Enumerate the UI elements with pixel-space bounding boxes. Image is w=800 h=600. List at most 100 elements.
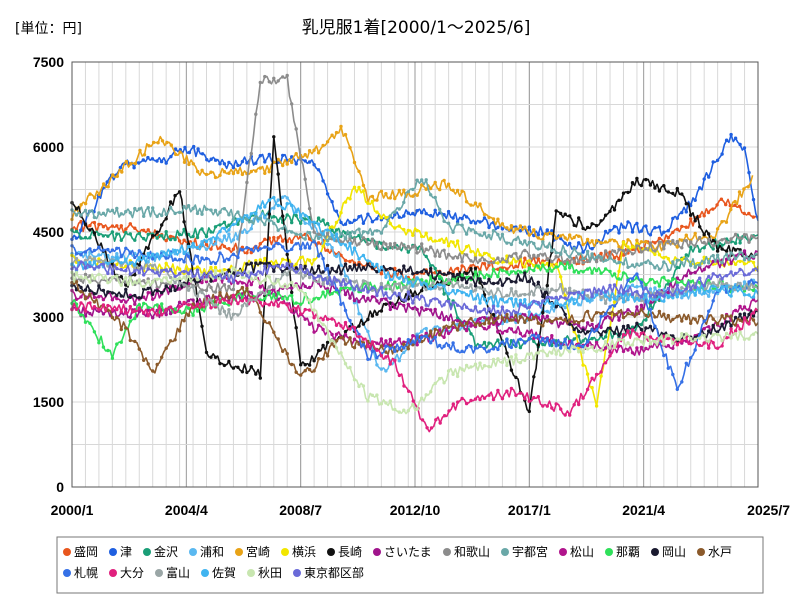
series-point: [106, 290, 110, 294]
series-point: [88, 292, 92, 296]
series-point: [559, 407, 563, 411]
series-point: [195, 246, 200, 250]
series-point: [321, 256, 325, 261]
series-point: [724, 320, 729, 324]
series-point: [603, 361, 608, 365]
series-point: [680, 291, 684, 295]
series-point: [357, 215, 361, 219]
series-point: [442, 344, 446, 348]
series-point: [433, 297, 437, 301]
series-point: [325, 340, 330, 345]
series-point: [249, 169, 253, 174]
series-point: [249, 365, 253, 369]
series-point: [689, 342, 693, 346]
series-point: [312, 220, 316, 224]
series-point: [397, 215, 401, 219]
series-point: [406, 228, 410, 233]
series-point: [258, 261, 262, 265]
series-point: [110, 275, 115, 280]
series-point: [343, 342, 348, 346]
series-point: [715, 332, 720, 337]
series-point: [88, 247, 92, 251]
series-point: [321, 270, 325, 274]
series-point: [518, 255, 523, 259]
series-point: [164, 276, 168, 280]
series-point: [581, 363, 585, 367]
series-point: [653, 339, 657, 344]
series-point: [478, 258, 482, 262]
series-point: [110, 230, 115, 234]
series-point: [644, 300, 648, 304]
series-point: [137, 278, 141, 282]
series-point: [509, 368, 514, 372]
series-point: [689, 271, 693, 275]
series-point: [438, 343, 442, 348]
y-tick-label: 6000: [33, 139, 64, 155]
series-point: [303, 246, 307, 250]
series-point: [330, 233, 334, 237]
series-point: [675, 276, 679, 280]
series-point: [164, 252, 168, 256]
series-point: [711, 281, 715, 285]
series-point: [240, 275, 245, 280]
series-point: [164, 256, 168, 260]
series-point: [541, 263, 545, 267]
series-point: [514, 375, 518, 380]
series-point: [612, 304, 617, 308]
series-point: [343, 243, 348, 247]
series-point: [397, 282, 401, 286]
series-point: [312, 359, 316, 363]
series-point: [415, 193, 419, 197]
series-point: [729, 284, 733, 289]
series-point: [505, 351, 509, 355]
series-point: [334, 270, 339, 274]
series-point: [79, 301, 83, 305]
series-point: [581, 288, 585, 292]
series-point: [200, 276, 204, 280]
series-point: [693, 270, 697, 275]
series-point: [258, 285, 262, 289]
series-point: [321, 327, 325, 332]
series-point: [254, 275, 258, 280]
series-point: [693, 219, 697, 223]
series-point: [630, 351, 635, 355]
series-point: [738, 248, 742, 252]
series-point: [79, 203, 83, 207]
series-point: [473, 256, 478, 260]
series-point: [518, 240, 523, 245]
series-point: [128, 222, 132, 226]
series-point: [370, 237, 375, 242]
series-point: [343, 237, 348, 241]
series-point: [751, 311, 756, 315]
series-point: [424, 269, 428, 274]
series-point: [281, 195, 285, 199]
series-point: [92, 215, 97, 220]
series-point: [272, 76, 276, 81]
series-point: [527, 233, 531, 237]
series-point: [115, 224, 119, 228]
series-point: [119, 299, 124, 304]
series-point: [294, 210, 298, 214]
series-point: [541, 310, 545, 315]
series-point: [738, 286, 742, 291]
series-point: [182, 220, 186, 224]
series-point: [316, 323, 321, 327]
series-point: [245, 284, 249, 288]
series-point: [496, 261, 500, 265]
series-point: [702, 240, 706, 245]
legend-marker: [109, 548, 117, 556]
series-point: [482, 258, 487, 262]
series-point: [464, 293, 469, 297]
series-point: [577, 343, 581, 347]
series-point: [299, 271, 303, 275]
series-point: [581, 242, 585, 247]
series-point: [407, 389, 411, 393]
series-point: [370, 220, 375, 224]
series-point: [231, 238, 236, 242]
series-point: [644, 313, 648, 318]
series-point: [316, 348, 321, 353]
series-point: [397, 224, 401, 228]
series-point: [213, 158, 218, 162]
series-point: [715, 284, 720, 288]
series-point: [316, 318, 321, 323]
